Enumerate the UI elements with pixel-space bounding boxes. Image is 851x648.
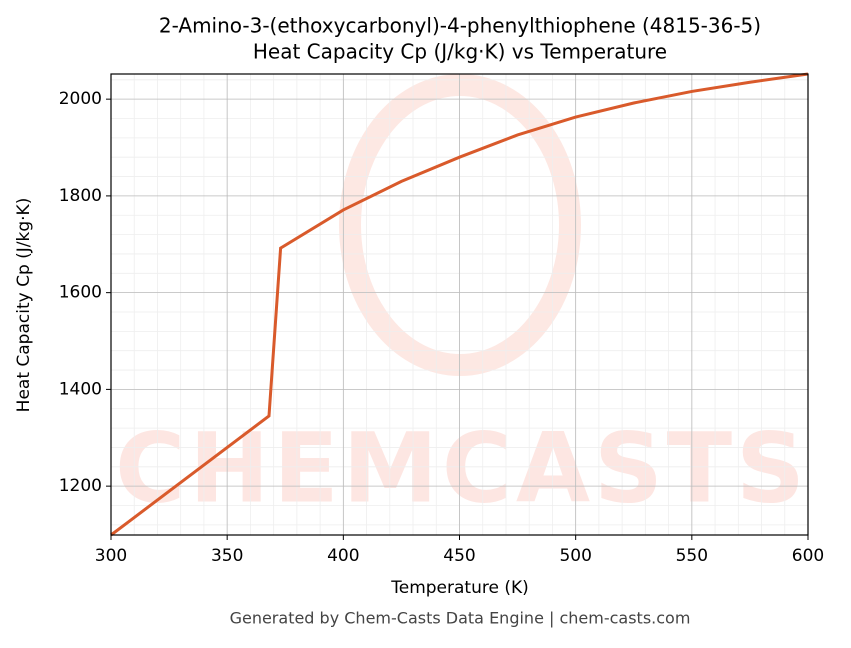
y-tick-label: 1800 <box>59 186 102 206</box>
chart-subtitle: Heat Capacity Cp (J/kg·K) vs Temperature <box>253 40 667 64</box>
chart-title: 2-Amino-3-(ethoxycarbonyl)-4-phenylthiop… <box>159 14 761 38</box>
data-line <box>110 72 809 537</box>
x-tick-label: 300 <box>95 546 127 566</box>
x-axis-label: Temperature (K) <box>390 578 529 598</box>
plot-frame <box>110 73 809 536</box>
y-tick-label: 1400 <box>59 379 102 399</box>
watermark-logo <box>339 74 581 376</box>
y-tick-label: 2000 <box>59 89 102 109</box>
y-tick-label: 1200 <box>59 476 102 496</box>
footer: Generated by Chem-Casts Data Engine | ch… <box>230 609 691 628</box>
x-tick-label: 400 <box>327 546 359 566</box>
x-tick-label: 550 <box>676 546 708 566</box>
y-tick-label: 1600 <box>59 283 102 303</box>
x-tick-label: 450 <box>443 546 475 566</box>
x-tick-label: 350 <box>211 546 243 566</box>
y-axis-label: Heat Capacity Cp (J/kg·K) <box>14 198 34 413</box>
watermark-text: CHEMCASTS <box>115 412 805 524</box>
watermark: CHEMCASTS <box>115 74 805 524</box>
x-tick-label: 600 <box>792 546 824 566</box>
x-tick-label: 500 <box>559 546 591 566</box>
